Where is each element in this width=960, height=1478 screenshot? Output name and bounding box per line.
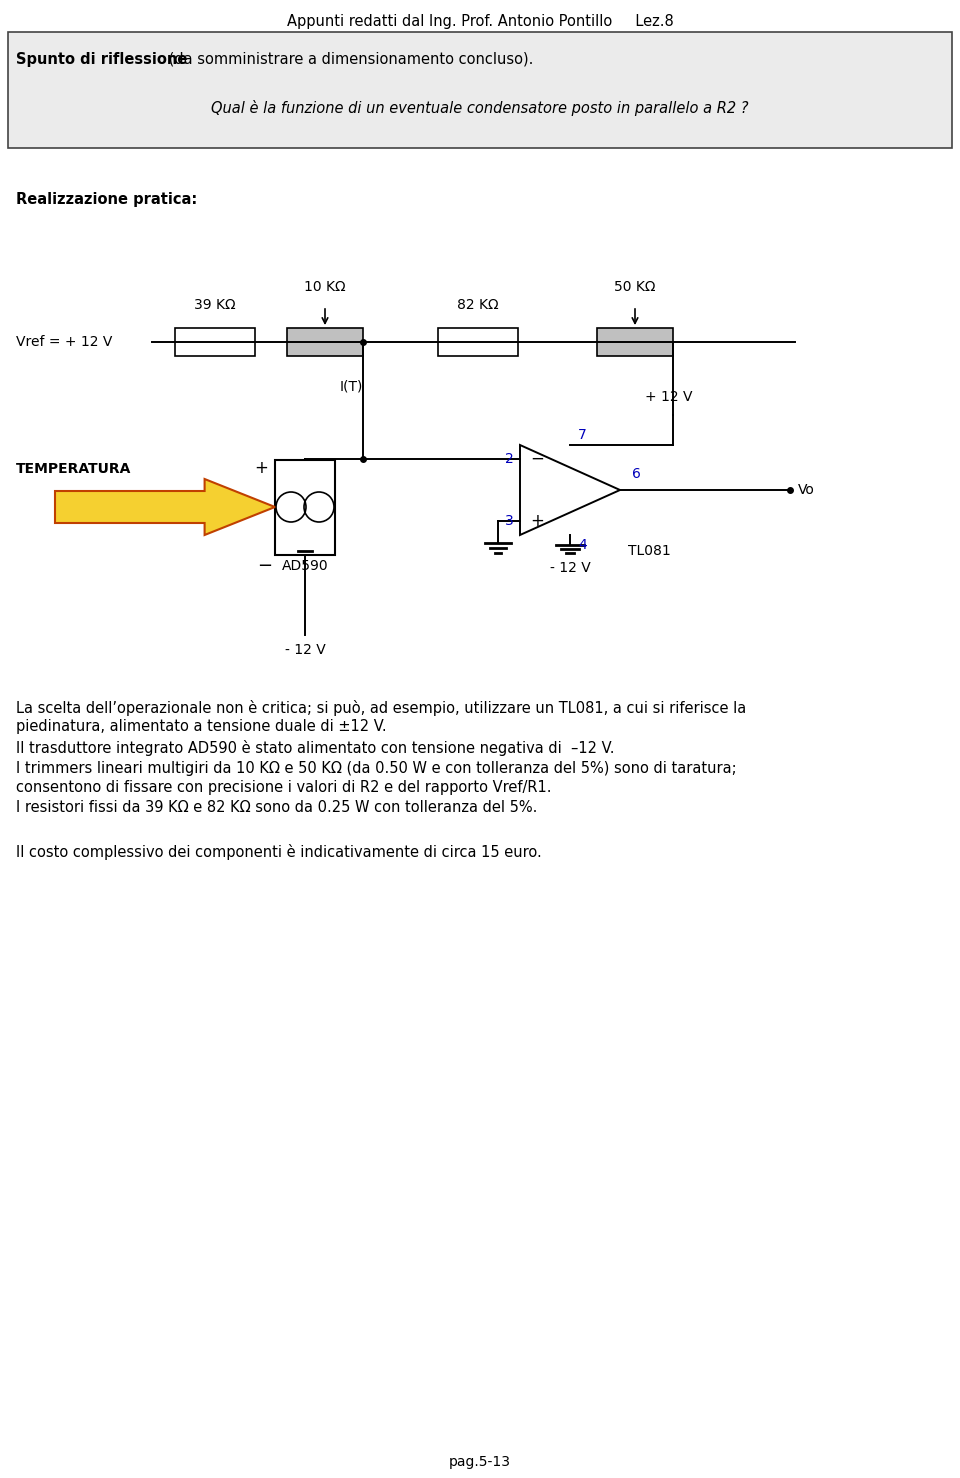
Bar [438,328,518,356]
Text: I(T): I(T) [339,380,363,395]
Text: +: + [254,460,268,477]
Bar [8,33,952,148]
Text: 3: 3 [505,514,514,528]
Text: Il trasduttore integrato AD590 è stato alimentato con tensione negativa di  –12 : Il trasduttore integrato AD590 è stato a… [16,740,614,757]
Text: 50 KΩ: 50 KΩ [614,279,656,294]
Text: +: + [530,511,544,531]
Text: 4: 4 [578,538,587,551]
Text: Qual è la funzione di un eventuale condensatore posto in parallelo a R2 ?: Qual è la funzione di un eventuale conde… [211,101,749,115]
Text: + 12 V: + 12 V [645,390,693,403]
Text: Realizzazione pratica:: Realizzazione pratica: [16,192,197,207]
Text: Vo: Vo [798,483,815,497]
Text: 7: 7 [578,429,587,442]
Text: TL081: TL081 [628,544,671,559]
Text: −: − [257,557,273,575]
Text: - 12 V: - 12 V [550,562,590,575]
Text: 2: 2 [505,452,514,466]
Text: −: − [530,449,544,469]
Text: 82 KΩ: 82 KΩ [457,299,499,312]
Bar [597,328,673,356]
Text: pag.5-13: pag.5-13 [449,1454,511,1469]
Text: consentono di fissare con precisione i valori di R2 e del rapporto Vref/R1.: consentono di fissare con precisione i v… [16,780,551,795]
Polygon shape [55,479,275,535]
Text: Spunto di riflessione: Spunto di riflessione [16,52,187,67]
Text: 10 KΩ: 10 KΩ [304,279,346,294]
Text: Vref = + 12 V: Vref = + 12 V [16,336,112,349]
Text: I resistori fissi da 39 KΩ e 82 KΩ sono da 0.25 W con tolleranza del 5%.: I resistori fissi da 39 KΩ e 82 KΩ sono … [16,801,538,816]
Text: (da somministrare a dimensionamento concluso).: (da somministrare a dimensionamento conc… [164,52,534,67]
Bar [275,460,335,556]
Text: Appunti redatti dal Ing. Prof. Antonio Pontillo     Lez.8: Appunti redatti dal Ing. Prof. Antonio P… [287,13,673,30]
Text: AD590: AD590 [281,559,328,573]
Text: - 12 V: - 12 V [284,643,325,658]
Bar [287,328,363,356]
Text: Il costo complessivo dei componenti è indicativamente di circa 15 euro.: Il costo complessivo dei componenti è in… [16,844,541,860]
Text: I trimmers lineari multigiri da 10 KΩ e 50 KΩ (da 0.50 W e con tolleranza del 5%: I trimmers lineari multigiri da 10 KΩ e … [16,761,736,776]
Bar [175,328,255,356]
Text: piedinatura, alimentato a tensione duale di ±12 V.: piedinatura, alimentato a tensione duale… [16,720,387,735]
Text: La scelta dell’operazionale non è critica; si può, ad esempio, utilizzare un TL0: La scelta dell’operazionale non è critic… [16,701,746,715]
Text: 39 KΩ: 39 KΩ [194,299,236,312]
Text: TEMPERATURA: TEMPERATURA [16,463,132,476]
Text: 6: 6 [632,467,641,480]
